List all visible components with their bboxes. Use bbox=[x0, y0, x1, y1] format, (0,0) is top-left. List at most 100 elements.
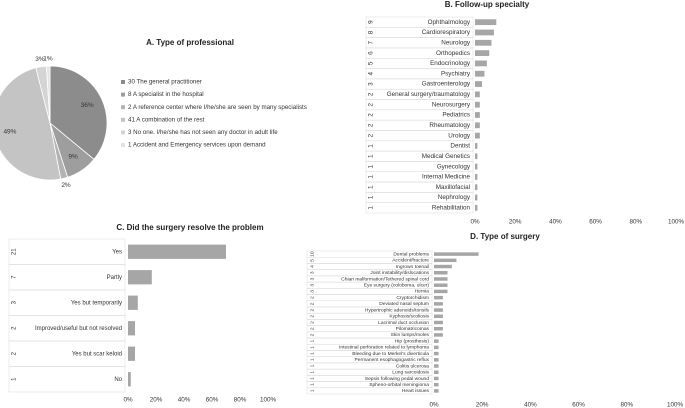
count-label: 3 bbox=[368, 82, 375, 86]
bar bbox=[475, 81, 483, 87]
bar bbox=[434, 370, 439, 374]
category-label: Ingrown toenail bbox=[396, 264, 429, 270]
chart-title: B. Follow-up specialty bbox=[445, 0, 530, 9]
bar bbox=[475, 204, 478, 211]
bar bbox=[475, 50, 490, 56]
count-label: 1 bbox=[12, 377, 18, 381]
count-label: 1 bbox=[309, 364, 315, 367]
x-tick-label: 40% bbox=[549, 219, 562, 226]
bar bbox=[434, 320, 443, 325]
bar bbox=[434, 252, 479, 256]
category-label: Bleeding due to Merkel's diverticula bbox=[352, 351, 429, 357]
bar bbox=[434, 277, 448, 281]
category-label: Internal Medicine bbox=[422, 174, 470, 181]
category-label: Yes bbox=[112, 249, 122, 255]
count-label: 2 bbox=[309, 333, 315, 336]
bar bbox=[434, 326, 443, 331]
legend-label: 2 A reference center where I/he/she are … bbox=[128, 104, 307, 111]
legend-label: 3 No one. I/he/she has not seen any doct… bbox=[128, 129, 278, 136]
bar bbox=[434, 295, 443, 300]
category-label: Eye surgery (coloboma, ulcer) bbox=[364, 282, 430, 288]
category-label: Neurology bbox=[441, 39, 471, 46]
pie-slice bbox=[0, 67, 62, 181]
category-label: General surgery/traumatology bbox=[387, 91, 471, 98]
x-tick-label: 40% bbox=[524, 402, 537, 408]
x-tick-label: 100% bbox=[667, 402, 684, 408]
category-label: Hip (prosthesis) bbox=[395, 338, 430, 344]
bar bbox=[475, 174, 478, 180]
count-label: 3 bbox=[309, 277, 315, 280]
count-label: 1 bbox=[309, 346, 315, 349]
count-label: 2 bbox=[368, 123, 375, 127]
category-label: Accident/fracture bbox=[392, 258, 429, 264]
legend-swatch bbox=[121, 143, 125, 147]
chart-title: D. Type of surgery bbox=[470, 232, 540, 241]
bar bbox=[475, 101, 480, 108]
category-label: Cardiorespiratory bbox=[422, 29, 471, 36]
category-label: Kyphosis/scoliosis bbox=[389, 314, 429, 320]
bar bbox=[475, 194, 478, 201]
legend-swatch bbox=[121, 80, 125, 84]
pie-slice bbox=[45, 65, 51, 124]
x-tick-label: 0% bbox=[123, 397, 133, 404]
category-label: Nephrology bbox=[438, 194, 471, 201]
category-label: Improved/useful but not resolved bbox=[35, 326, 122, 332]
count-label: 1 bbox=[368, 206, 375, 210]
category-label: Orthopedics bbox=[436, 50, 470, 57]
x-tick-label: 0% bbox=[470, 219, 480, 226]
row-box bbox=[8, 238, 126, 265]
bar bbox=[434, 389, 439, 393]
category-label: Neurosurgery bbox=[432, 101, 471, 108]
count-label: 4 bbox=[309, 265, 315, 268]
count-label: 3 bbox=[12, 300, 18, 304]
count-label: 8 bbox=[368, 30, 375, 34]
bar bbox=[128, 372, 131, 387]
count-label: 5 bbox=[368, 61, 375, 65]
x-tick-label: 80% bbox=[629, 219, 642, 226]
bar bbox=[475, 112, 480, 118]
legend-swatch bbox=[121, 130, 125, 135]
bar bbox=[434, 308, 443, 312]
bar bbox=[475, 91, 480, 98]
bar bbox=[434, 283, 448, 287]
bar bbox=[475, 70, 485, 77]
category-label: Endocrinology bbox=[430, 60, 471, 67]
count-label: 3 bbox=[309, 290, 315, 293]
bar bbox=[434, 258, 457, 263]
category-label: Deviated nasal septum bbox=[379, 301, 429, 307]
pie-slice bbox=[49, 65, 108, 160]
category-label: Rehabilitation bbox=[432, 205, 471, 212]
bar bbox=[434, 345, 439, 350]
bar bbox=[128, 244, 226, 259]
category-label: Gastroenterology bbox=[422, 81, 471, 88]
category-label: Pediatrics bbox=[442, 112, 470, 119]
legend-label: 30 The general practitioner bbox=[128, 79, 202, 86]
category-label: Pilomatricomas bbox=[396, 326, 430, 332]
category-label: Partly bbox=[107, 275, 122, 281]
bar bbox=[434, 339, 439, 343]
category-label: Spheno-orbital meningioma bbox=[369, 382, 429, 388]
category-label: No bbox=[114, 377, 122, 383]
category-label: Joint instability/dislocations bbox=[370, 270, 429, 276]
category-label: Skin lumps/moles bbox=[391, 332, 430, 338]
count-label: 10 bbox=[309, 251, 315, 257]
count-label: 3 bbox=[309, 284, 315, 287]
category-label: Hypertrophic adenoids/tonsils bbox=[365, 307, 430, 313]
bar bbox=[434, 364, 439, 368]
slice-label: 9% bbox=[68, 154, 78, 161]
category-label: Rheumatology bbox=[429, 122, 470, 129]
x-tick-label: 40% bbox=[178, 397, 191, 404]
slice-label: 3% bbox=[35, 56, 45, 63]
bar bbox=[475, 19, 497, 26]
bar bbox=[128, 321, 135, 336]
x-tick-label: 60% bbox=[206, 397, 219, 404]
category-label: Maxillofacial bbox=[436, 184, 470, 191]
category-label: Dentist bbox=[450, 143, 470, 150]
count-label: 2 bbox=[309, 327, 315, 330]
count-label: 2 bbox=[368, 92, 375, 96]
count-label: 7 bbox=[368, 41, 375, 45]
bar bbox=[434, 302, 443, 306]
bar bbox=[434, 333, 443, 337]
count-label: 1 bbox=[309, 358, 315, 361]
category-label: Dental problems bbox=[393, 251, 429, 257]
